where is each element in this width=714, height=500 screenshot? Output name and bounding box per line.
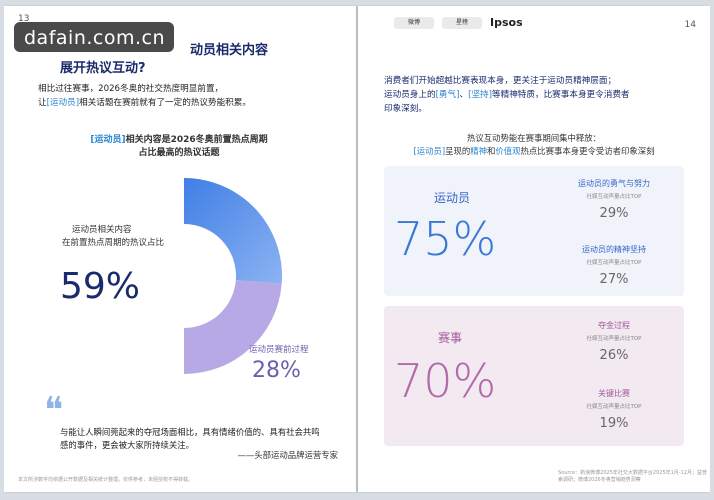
g2-item2-label: 关键比赛: [598, 389, 630, 398]
seg1-label: 运动员精神: [258, 179, 301, 189]
g2-item1-value: 26%: [599, 348, 629, 363]
seg1-value: 31%: [260, 192, 309, 217]
intro-line2-post: 相关话题在赛前就有了一定的热议势能积累。: [79, 98, 251, 108]
page-right: 微博 星榜 Ipsos 14 消费者们开始超越比赛表现本身，更关注于运动员精神层…: [358, 6, 710, 492]
g1-item1-label: 运动员的勇气与努力: [578, 179, 650, 188]
right-subtitle: 热议互动势能在赛事期间集中释放： [运动员]呈现的精神和价值观热点比赛事本身更令…: [372, 132, 696, 158]
intro-line2: 让[运动员]相关话题在赛前就有了一定的热议势能积累。: [38, 96, 251, 110]
quote-text: 与能让人瞬间莞起来的夺冠场面相比，具有情绪价值的、具有社会共鸣 感的事件，更会被…: [60, 426, 340, 452]
xingbang-logo: 星榜: [442, 16, 482, 29]
right-intro: 消费者们开始超越比赛表现本身，更关注于运动员精神层面； 运动员身上的[勇气]、[…: [384, 74, 630, 116]
right-intro-line2: 运动员身上的[勇气]、[坚持]等精神特质，比赛事本身更令消费者: [384, 88, 630, 102]
chart-title-line2: 占比最高的热议话题: [138, 148, 220, 158]
donut-segment-1: [184, 178, 282, 284]
seg2-value: 28%: [252, 358, 301, 383]
chart-title-rest: 相关内容是2026冬奥前置热点周期: [125, 135, 268, 145]
right-intro-line3: 印象深刻。: [384, 104, 427, 114]
g1-item2-value: 27%: [599, 272, 629, 287]
intro2-tag1: [勇气]: [435, 90, 460, 100]
group2-card: [384, 306, 684, 446]
quote-attribution: ——头部运动品牌运营专家: [237, 450, 339, 460]
watermark-text: dafain.com.cn: [24, 27, 166, 49]
group2-value: 70%: [394, 354, 497, 408]
g2-item1-label: 夺金过程: [598, 321, 630, 330]
intro2-sep: 、: [459, 90, 469, 100]
page-number-left: 13: [18, 14, 30, 24]
quote-line1: 与能让人瞬间莞起来的夺冠场面相比，具有情绪价值的、具有社会共鸣: [60, 427, 320, 437]
group1-card: [384, 166, 684, 296]
seg2-label: 运动员赛前过程: [249, 345, 309, 355]
g1-item1-sub: 社媒互动声量占比TOP: [586, 194, 642, 200]
group2-label: 赛事: [438, 331, 463, 345]
intro-paragraph: 相比过往赛事，2026冬奥的社交热度明显前置， 让[运动员]相关话题在赛前就有了…: [38, 82, 251, 110]
donut-segment-2: [184, 280, 282, 374]
chart-title-tag: [运动员]: [90, 135, 126, 145]
subtitle-w1: 精神: [470, 146, 488, 156]
g1-item2-label: 运动员的精神坚持: [582, 245, 646, 254]
right-source: Source：新浪微博2025年社交大数据平台2025年1月-12月；益普索调研…: [558, 470, 707, 483]
page-left: 13 动员相关内容 展开热议互动? 相比过往赛事，2026冬奥的社交热度明显前置…: [4, 6, 356, 492]
subtitle-w2: 价值观: [495, 146, 521, 156]
intro-line2-pre: 让: [38, 98, 47, 108]
left-label-line1: 运动员相关内容: [72, 225, 132, 235]
intro2-post: 等精神特质，比赛事本身更令消费者: [492, 90, 630, 100]
page-number-right: 14: [684, 20, 696, 30]
quote-line2: 感的事件，更会被大家所持续关注。: [60, 440, 194, 450]
subtitle-line1: 热议互动势能在赛事期间集中释放：: [467, 133, 601, 143]
right-intro-line1: 消费者们开始超越比赛表现本身，更关注于运动员精神层面；: [384, 76, 617, 86]
quote-mark-icon: ❝: [44, 390, 64, 431]
left-label-line2: 在前置热点周期的热议占比: [62, 238, 165, 248]
intro2-tag2: [坚持]: [468, 90, 492, 100]
g2-item1-sub: 社媒互动声量占比TOP: [586, 336, 642, 342]
g2-item2-sub: 社媒互动声量占比TOP: [586, 404, 642, 410]
heading-line1: 动员相关内容: [189, 43, 268, 58]
subtitle-tag: [运动员]: [413, 146, 446, 156]
left-chart-label: 运动员相关内容 在前置热点周期的热议占比: [62, 224, 164, 250]
left-heading: 动员相关内容 展开热议互动?: [26, 42, 346, 78]
g1-item1-value: 29%: [599, 206, 629, 221]
g2-item2-value: 19%: [599, 416, 629, 431]
weibo-logo: 微博: [394, 16, 434, 29]
intro2-pre: 运动员身上的: [384, 90, 436, 100]
watermark-box: [14, 22, 174, 52]
subtitle-line2: [运动员]呈现的精神和价值观热点比赛事本身更令受访者印象深刻: [372, 145, 696, 158]
intro-line2-tag: [运动员]: [46, 98, 80, 108]
g1-item2-sub: 社媒互动声量占比TOP: [586, 260, 642, 266]
donut-chart: [184, 178, 282, 374]
group1-value: 75%: [394, 212, 497, 266]
logo-bar: 微博 星榜 Ipsos: [394, 16, 523, 29]
subtitle-and: 和: [487, 146, 496, 156]
left-footnote: 本文所涉数字均依据公开数据及相关统计整理，仅供参考，未经授权不得转载。: [18, 477, 194, 483]
subtitle-post: 热点比赛事本身更令受访者印象深刻: [520, 146, 655, 156]
group1-label: 运动员: [434, 191, 471, 205]
chart-title: [运动员]相关内容是2026冬奥前置热点周期 占比最高的热议话题: [24, 134, 334, 160]
big-value-59: 59%: [60, 266, 141, 307]
subtitle-mid: 呈现的: [445, 146, 471, 156]
heading-line2: 展开热议互动?: [60, 61, 146, 76]
ipsos-logo: Ipsos: [490, 16, 523, 29]
chart-title-line1: [运动员]相关内容是2026冬奥前置热点周期: [24, 134, 334, 147]
intro-line1: 相比过往赛事，2026冬奥的社交热度明显前置，: [38, 84, 224, 94]
